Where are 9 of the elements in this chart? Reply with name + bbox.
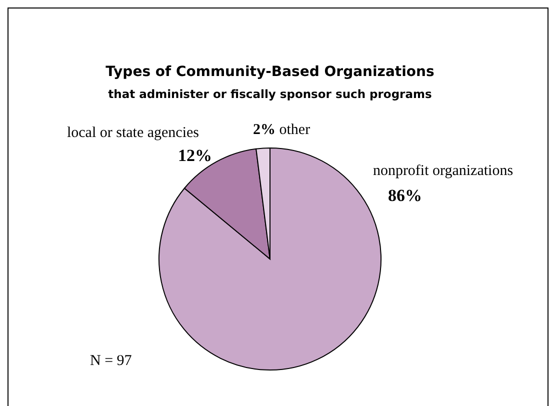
- data-label: 2%: [253, 122, 276, 138]
- slice-label: other: [276, 122, 310, 138]
- chart-subtitle: that administer or fiscally sponsor such programs: [108, 87, 432, 101]
- data-label: 86%: [388, 186, 422, 205]
- text: N = 97: [90, 353, 132, 369]
- slice-label: nonprofit organizations: [372, 163, 514, 179]
- slice-label: local or state agencies: [66, 125, 200, 141]
- chart-title: Types of Community-Based Organizations: [106, 64, 434, 80]
- data-label: 12%: [178, 146, 212, 165]
